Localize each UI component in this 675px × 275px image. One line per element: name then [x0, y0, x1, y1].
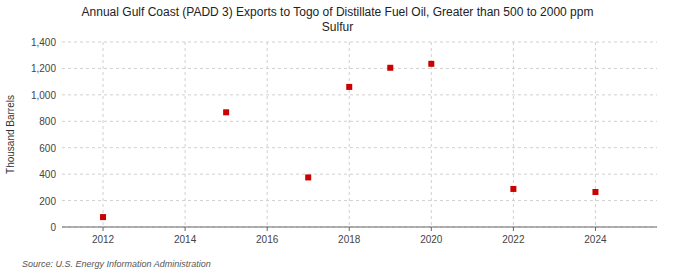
y-tick-label: 1,000	[31, 90, 56, 101]
source-note: Source: U.S. Energy Information Administ…	[22, 259, 211, 269]
y-tick-label: 0	[50, 222, 56, 233]
chart-svg: Annual Gulf Coast (PADD 3) Exports to To…	[0, 0, 675, 275]
point	[387, 65, 393, 71]
point	[305, 174, 311, 180]
point	[346, 84, 352, 90]
point	[510, 186, 516, 192]
y-grid-line	[62, 121, 657, 122]
x-tick-label: 2016	[256, 234, 279, 245]
point	[223, 109, 229, 115]
y-tick-label: 800	[39, 116, 56, 127]
y-axis-label: Thousand Barrels	[5, 95, 16, 174]
x-tick	[103, 227, 104, 231]
y-tick-label: 200	[39, 196, 56, 207]
y-grid-line	[62, 147, 657, 148]
x-tick-label: 2022	[502, 234, 525, 245]
y-grid-line	[62, 68, 657, 69]
y-grid-line	[62, 200, 657, 201]
y-grid-line	[62, 174, 657, 175]
x-tick	[513, 227, 514, 231]
x-axis-line	[62, 227, 657, 228]
y-grid-line	[62, 227, 657, 228]
point	[100, 214, 106, 220]
y-tick-label: 1,200	[31, 63, 56, 74]
x-grid-line	[349, 42, 350, 227]
x-grid-line	[267, 42, 268, 227]
grid	[62, 42, 657, 227]
point	[592, 189, 598, 195]
x-grid-line	[513, 42, 514, 227]
x-grid-line	[185, 42, 186, 227]
x-tick-label: 2024	[584, 234, 607, 245]
x-tick	[267, 227, 268, 231]
x-tick	[185, 227, 186, 231]
x-tick	[349, 227, 350, 231]
point	[428, 61, 434, 67]
title: Annual Gulf Coast (PADD 3) Exports to To…	[82, 5, 594, 34]
x-tick	[431, 227, 432, 231]
x-tick-label: 2012	[92, 234, 115, 245]
x-tick-label: 2014	[174, 234, 197, 245]
x-grid-line	[103, 42, 104, 227]
y-tick-label: 400	[39, 169, 56, 180]
y-tick-label: 600	[39, 143, 56, 154]
x-tick	[595, 227, 596, 231]
points	[100, 61, 598, 220]
x-tick-label: 2020	[420, 234, 443, 245]
y-grid-line	[62, 94, 657, 95]
y-tick-label: 1,400	[31, 37, 56, 48]
x-grid-line	[595, 42, 596, 227]
y-grid-line	[62, 42, 657, 43]
chart-container: Annual Gulf Coast (PADD 3) Exports to To…	[0, 0, 675, 275]
x-grid-line	[431, 42, 432, 227]
x-tick-label: 2018	[338, 234, 361, 245]
